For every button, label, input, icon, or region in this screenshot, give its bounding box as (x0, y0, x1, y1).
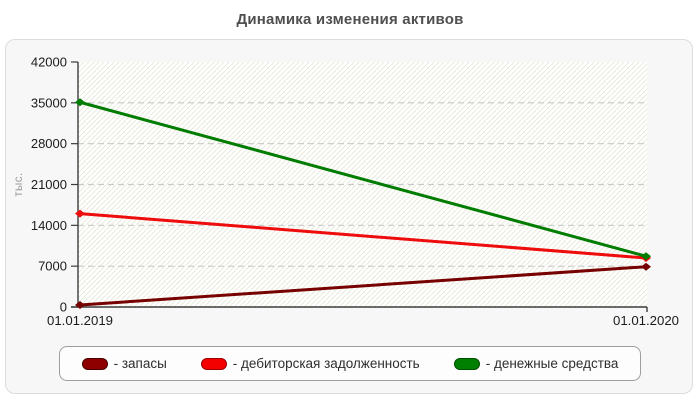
svg-text:01.01.2020: 01.01.2020 (613, 313, 679, 328)
legend-label: - денежные средства (485, 356, 619, 371)
legend-label: - дебиторская задолженность (232, 356, 420, 371)
gridlines (78, 102, 647, 267)
svg-text:21000: 21000 (31, 177, 67, 192)
svg-text:01.01.2019: 01.01.2019 (47, 313, 113, 328)
svg-text:7000: 7000 (38, 259, 67, 274)
svg-text:28000: 28000 (31, 136, 67, 151)
svg-text:42000: 42000 (31, 55, 67, 70)
series-line-2 (75, 98, 651, 261)
svg-text:0: 0 (60, 300, 67, 315)
series-line-0 (75, 262, 651, 309)
chart-title: Динамика изменения активов (236, 11, 464, 28)
y-tick-labels: 0 7000 14000 21000 28000 35000 42000 (31, 55, 67, 315)
legend-swatch-icon (200, 357, 227, 370)
y-axis-label: тыс. (13, 172, 25, 196)
legend-swatch-icon (453, 357, 480, 370)
legend-label: - запасы (113, 356, 167, 371)
legend-box: - запасы - дебиторская задолженность - ден… (58, 346, 642, 381)
x-tick-labels: 01.01.2019 01.01.2020 (47, 313, 679, 328)
line-chart: 0 7000 14000 21000 28000 35000 42000 тыс. 01.01.… (13, 55, 679, 329)
chart-panel: 0 7000 14000 21000 28000 35000 42000 тыс. 01.01.… (5, 39, 693, 394)
legend-item-1: - дебиторская задолженность (200, 356, 420, 371)
svg-text:14000: 14000 (31, 218, 67, 233)
svg-text:35000: 35000 (31, 95, 67, 110)
legend-item-0: - запасы (81, 356, 167, 371)
legend-swatch-icon (81, 357, 108, 370)
chart-legend: - запасы - дебиторская задолженность - ден… (6, 346, 694, 381)
legend-item-2: - денежные средства (453, 356, 619, 371)
